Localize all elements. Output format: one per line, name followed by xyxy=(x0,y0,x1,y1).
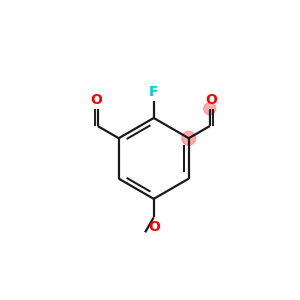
Circle shape xyxy=(204,103,216,115)
Text: O: O xyxy=(90,93,102,107)
Text: O: O xyxy=(206,93,218,107)
Circle shape xyxy=(182,131,196,145)
Text: F: F xyxy=(149,85,158,99)
Text: O: O xyxy=(148,220,160,234)
